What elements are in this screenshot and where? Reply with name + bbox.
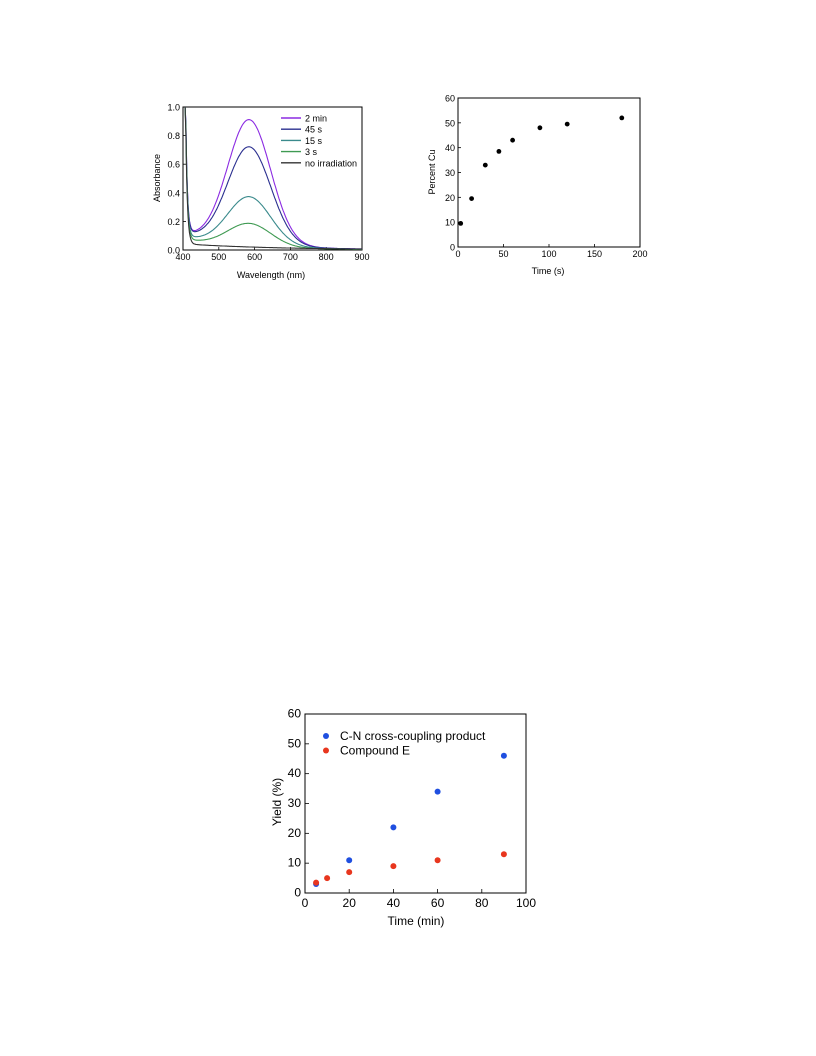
chart2-x-tick-label: 100 [541, 249, 556, 259]
chart3-y-axis-label: Yield (%) [270, 778, 284, 826]
chart2-data-point [619, 115, 625, 121]
chart2-data-point [482, 162, 488, 168]
chart3-x-tick-label: 100 [516, 896, 536, 910]
chart3-y-tick-label: 30 [288, 796, 302, 810]
chart2-x-tick-label: 50 [498, 249, 508, 259]
chart1-y-tick-label: 0.2 [167, 217, 180, 227]
chart3-data-point [434, 788, 441, 795]
chart3-y-tick-label: 50 [288, 736, 302, 750]
chart2-data-point [510, 137, 515, 143]
chart3-data-point [346, 857, 353, 864]
chart1-legend-label: 3 s [305, 147, 318, 157]
chart3-x-tick-label: 0 [302, 896, 309, 910]
chart3-data-point [500, 851, 507, 858]
chart3-legend-marker [323, 733, 329, 739]
chart1-y-tick-label: 0.0 [167, 246, 180, 256]
chart2-y-axis-label: Percent Cu [427, 149, 437, 194]
chart2-y-tick-label: 10 [445, 218, 455, 228]
chart1-y-tick-label: 1.0 [167, 103, 180, 113]
chart2-y-tick-label: 0 [450, 243, 455, 253]
chart2-data-point [537, 125, 543, 131]
chart1-x-axis-label: Wavelength (nm) [237, 270, 305, 280]
chart3-legend-label: Compound E [340, 744, 410, 758]
chart3-data-point [434, 857, 441, 864]
chart3-plot-area: 0 20 40 60 80 100 0 10 20 30 40 50 60 C-N cross-coupl… [288, 707, 537, 911]
chart3-data-point [390, 863, 397, 870]
chart1-legend-label: 45 s [305, 125, 323, 135]
chart2-y-tick-label: 50 [445, 118, 455, 128]
chart3-x-tick-label: 40 [387, 896, 401, 910]
chart3-x-axis-label: Time (min) [388, 914, 445, 928]
chart3-y-tick-label: 20 [288, 826, 302, 840]
chart3-y-tick-label: 40 [288, 766, 302, 780]
chart3-data-point [500, 752, 507, 759]
chart3-data-point [390, 824, 397, 831]
chart1-frame [182, 106, 363, 251]
chart2-data-point [469, 196, 474, 202]
chart2-y-tick-label: 40 [445, 143, 455, 153]
chart2-data-point [458, 221, 464, 226]
chart3-data-point [324, 875, 331, 882]
chart3-x-tick-label: 80 [475, 896, 489, 910]
chart3-x-tick-label: 20 [343, 896, 357, 910]
chart3-data-point [313, 879, 320, 886]
chart2-y-tick-label: 20 [445, 193, 455, 203]
chart2-x-tick-label: 0 [455, 249, 460, 259]
chart1-x-tick-label: 500 [211, 252, 226, 262]
chart1-legend-label: 2 min [305, 114, 327, 124]
chart1-x-tick-label: 700 [283, 252, 298, 262]
chart2-y-tick-label: 60 [445, 94, 455, 104]
chart1-x-tick-label: 600 [247, 252, 262, 262]
chart1-plot-area: 400 500 600 700 800 900 0.0 0.2 0.4 0.6 0.8 1.0 2 mi… [167, 103, 369, 263]
chart1-x-tick-label: 400 [175, 252, 190, 262]
chart1-y-tick-label: 0.4 [167, 188, 180, 198]
chart1-x-tick-label: 900 [354, 252, 369, 262]
chart3-data-point [346, 869, 353, 876]
chart3-y-tick-label: 0 [294, 886, 301, 900]
chart2-x-tick-label: 200 [632, 249, 647, 259]
chart1-y-axis-label: Absorbance [152, 154, 162, 202]
chart2-x-tick-label: 150 [587, 249, 602, 259]
chart2-plot-area: 0 50 100 150 200 0 10 20 30 40 50 60 [445, 94, 648, 260]
chart1-y-tick-label: 0.6 [167, 160, 180, 170]
chart1-x-tick-label: 800 [319, 252, 334, 262]
chart2-x-axis-label: Time (s) [532, 266, 565, 276]
chart1-y-tick-label: 0.8 [167, 131, 180, 141]
chart3-y-tick-label: 10 [288, 856, 302, 870]
chart1-legend-label: no irradiation [305, 158, 357, 168]
chart2-y-tick-label: 30 [445, 168, 455, 178]
chart3-y-tick-label: 60 [288, 707, 302, 721]
chart3-legend-label: C-N cross-coupling product [340, 729, 486, 743]
chart3-legend-marker [323, 747, 329, 754]
chart2-data-point [564, 121, 570, 127]
chart1-series-line [184, 106, 362, 250]
chart1-legend-label: 15 s [305, 136, 323, 146]
chart3-x-tick-label: 60 [431, 896, 445, 910]
chart2-data-point [496, 149, 502, 154]
